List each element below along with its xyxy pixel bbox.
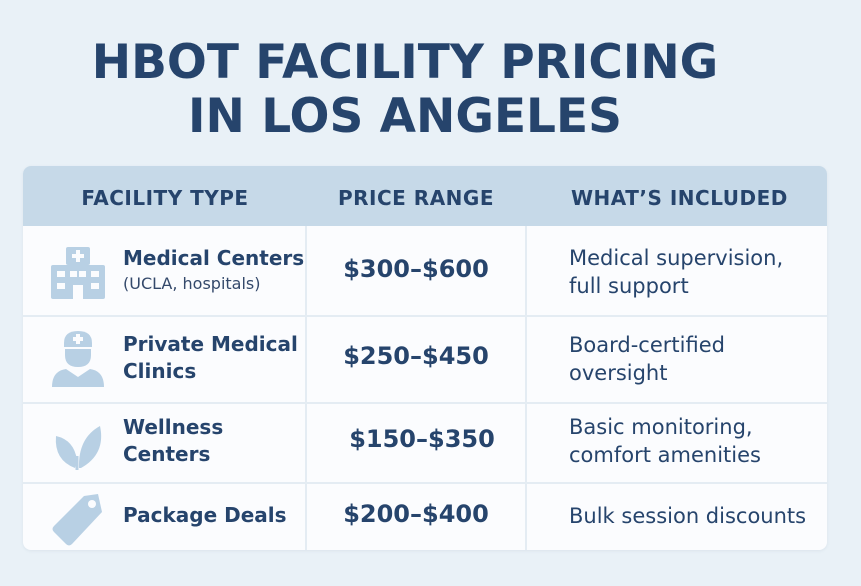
column-divider	[525, 226, 527, 550]
facility-name-text: Clinics	[123, 359, 197, 383]
facility-name: Private Medical Clinics	[123, 331, 298, 385]
facility-name-text: Private Medical	[123, 332, 298, 356]
whats-included: Bulk session discounts	[569, 504, 807, 528]
table-row: Private Medical Clinics $250–$450 Board-…	[23, 317, 827, 402]
leaf-icon	[55, 426, 102, 470]
included-line: comfort amenities	[569, 443, 761, 467]
facility-name-text: Wellness	[123, 415, 224, 439]
price-tag-icon	[52, 494, 102, 546]
header-whats-included: WHAT’S INCLUDED	[571, 186, 788, 210]
price-range: $150–$350	[349, 425, 495, 453]
header-price-range: PRICE RANGE	[338, 186, 494, 210]
table-row: Wellness Centers $150–$350 Basic monitor…	[23, 404, 827, 482]
row-divider	[23, 315, 827, 317]
row-divider	[23, 482, 827, 484]
included-line: Medical supervision,	[569, 246, 784, 270]
included-line: Basic monitoring,	[569, 415, 753, 439]
whats-included: Medical supervision, full support	[569, 244, 827, 300]
column-divider	[305, 226, 307, 550]
facility-name-subtitle: (UCLA, hospitals)	[123, 274, 261, 293]
pricing-table: FACILITY TYPE PRICE RANGE WHAT’S INCLUDE…	[23, 166, 827, 550]
header-facility-type: FACILITY TYPE	[81, 186, 249, 210]
facility-name: Package Deals	[123, 503, 287, 527]
table-row: Medical Centers (UCLA, hospitals) $300–$…	[23, 226, 827, 315]
doctor-icon	[52, 331, 104, 387]
price-range: $300–$600	[343, 255, 489, 283]
title-line-2: IN LOS ANGELES	[188, 89, 622, 144]
price-range: $200–$400	[343, 500, 489, 528]
table-row: Package Deals $200–$400 Bulk session dis…	[23, 484, 827, 550]
title-line-1: HBOT FACILITY PRICING	[91, 35, 719, 90]
row-divider	[23, 402, 827, 404]
facility-name: Wellness Centers	[123, 414, 223, 468]
included-line: full support	[569, 274, 689, 298]
table-header: FACILITY TYPE PRICE RANGE WHAT’S INCLUDE…	[23, 166, 827, 226]
page-title: HBOT FACILITY PRICING IN LOS ANGELES	[0, 36, 810, 144]
whats-included: Basic monitoring, comfort amenities	[569, 413, 827, 469]
facility-name-text: Medical Centers	[123, 246, 305, 270]
facility-name: Medical Centers (UCLA, hospitals)	[123, 245, 304, 296]
whats-included: Board-certified oversight	[569, 331, 827, 387]
included-line: Board-certified	[569, 333, 725, 357]
price-range: $250–$450	[343, 342, 489, 370]
included-line: oversight	[569, 361, 668, 385]
hospital-icon	[51, 247, 105, 299]
facility-name-text: Centers	[123, 442, 211, 466]
